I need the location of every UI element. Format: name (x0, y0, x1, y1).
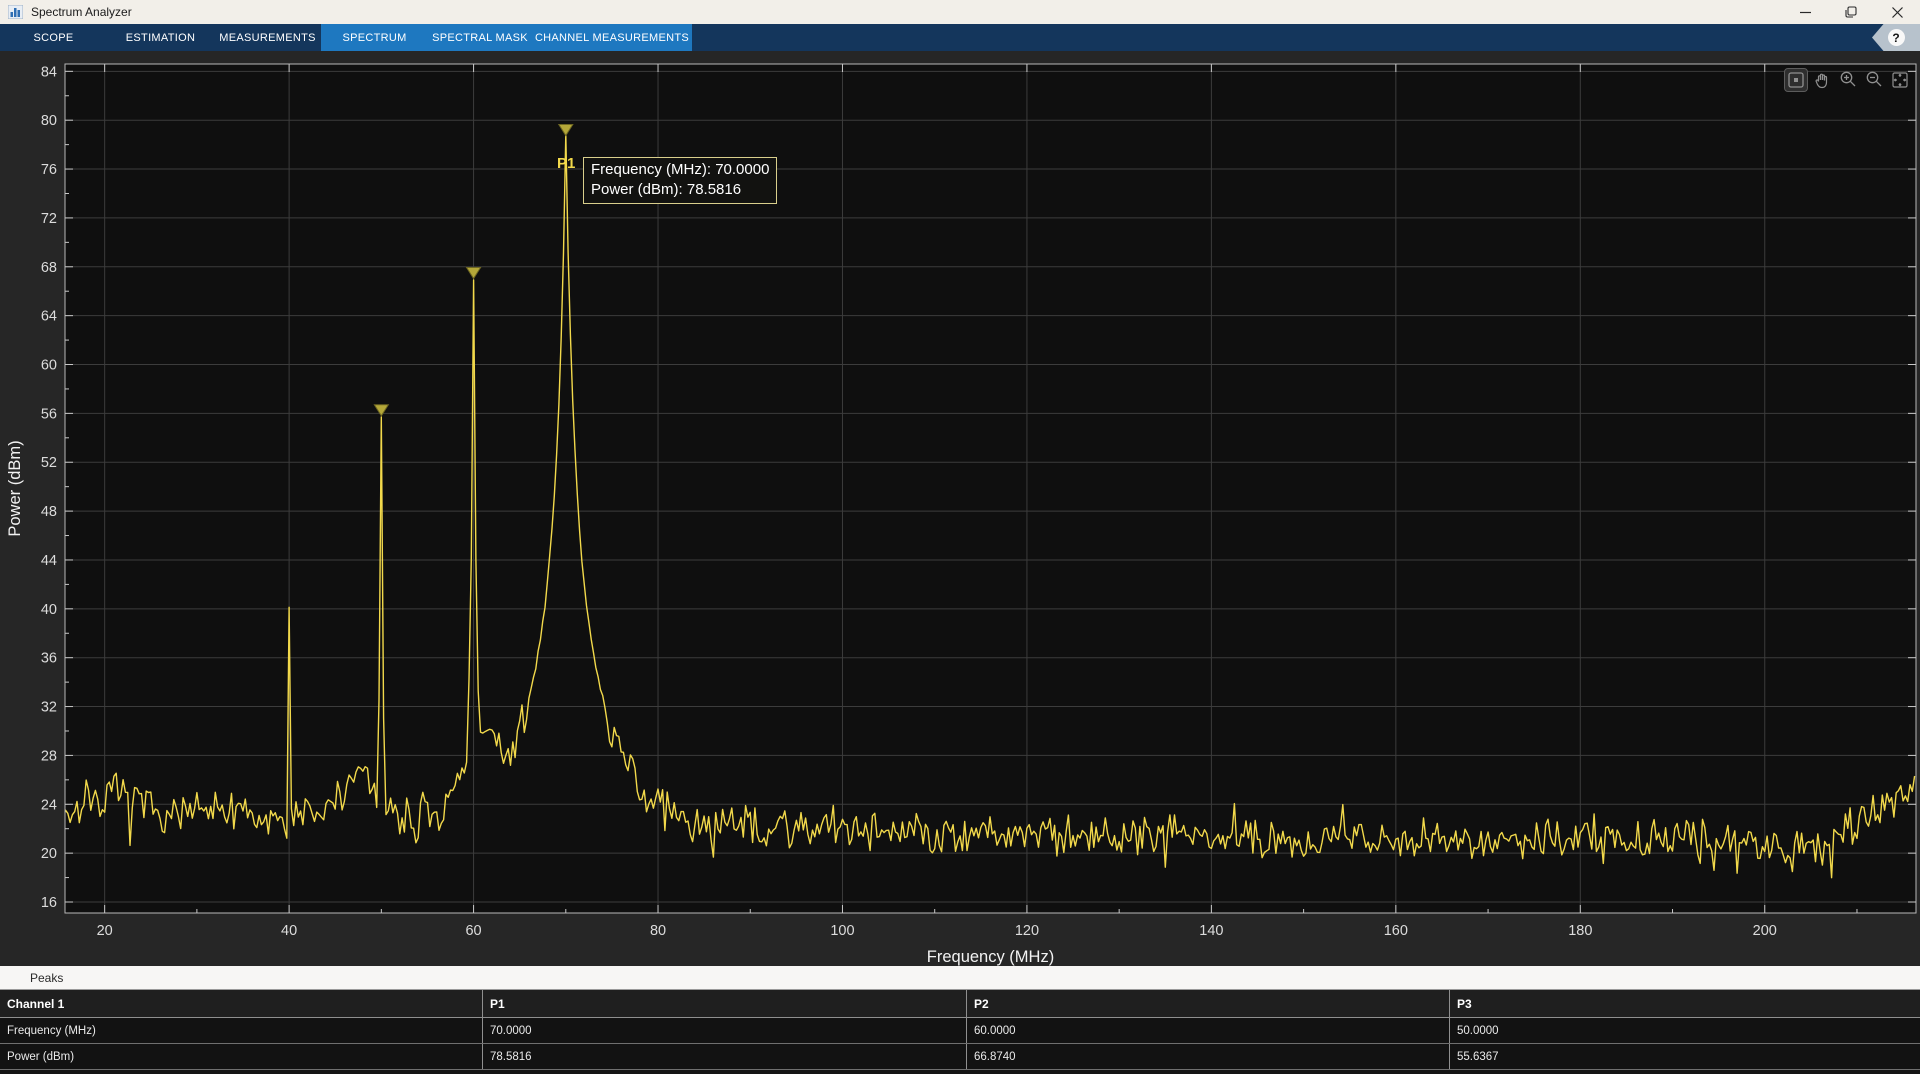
zoom-in-icon[interactable] (1837, 69, 1859, 91)
minimize-button[interactable] (1782, 0, 1828, 24)
svg-text:56: 56 (41, 406, 57, 422)
svg-text:20: 20 (41, 846, 57, 862)
spectrum-axes[interactable]: 16 20 24 28 32 36 40 44 48 52 56 60 64 68 72 76 80 84 20 40… (0, 51, 1920, 966)
help-button[interactable]: ? (1872, 24, 1920, 51)
svg-text:84: 84 (41, 64, 57, 80)
svg-text:120: 120 (1015, 923, 1039, 939)
help-icon: ? (1888, 29, 1905, 46)
pan-icon[interactable] (1811, 69, 1833, 91)
peaks-panel-title: Peaks (30, 971, 63, 985)
peaks-table-header-row: Channel 1 P1 P2 P3 (0, 990, 1920, 1018)
svg-text:40: 40 (41, 602, 57, 618)
y-axis-label: Power (dBm) (6, 440, 24, 536)
peaks-header-p3: P3 (1450, 990, 1920, 1017)
peaks-header-channel: Channel 1 (0, 990, 483, 1017)
peaks-row-label: Power (dBm) (0, 1044, 483, 1069)
cursor-label-p1: P1 (557, 155, 575, 172)
svg-text:28: 28 (41, 748, 57, 764)
svg-text:24: 24 (41, 797, 57, 813)
peaks-power-p1: 78.5816 (483, 1044, 967, 1069)
peaks-table: Channel 1 P1 P2 P3 Frequency (MHz) 70.00… (0, 990, 1920, 1074)
svg-text:140: 140 (1199, 923, 1223, 939)
plot-background[interactable] (65, 64, 1916, 913)
svg-text:64: 64 (41, 309, 57, 325)
svg-text:72: 72 (41, 211, 57, 227)
cursor-tooltip-power: Power (dBm): 78.5816 (591, 180, 769, 200)
tab-spectral-mask[interactable]: SPECTRAL MASK (428, 24, 532, 51)
svg-text:80: 80 (41, 113, 57, 129)
svg-text:52: 52 (41, 455, 57, 471)
x-axis-label: Frequency (MHz) (927, 948, 1054, 966)
peaks-header-p2: P2 (967, 990, 1450, 1017)
app-icon (8, 5, 23, 19)
svg-text:68: 68 (41, 260, 57, 276)
zoom-out-icon[interactable] (1863, 69, 1885, 91)
svg-text:40: 40 (281, 923, 297, 939)
peaks-power-p3: 55.6367 (1450, 1044, 1920, 1069)
tab-channel-measurements[interactable]: CHANNEL MEASUREMENTS (532, 24, 692, 51)
peaks-row-frequency: Frequency (MHz) 70.0000 60.0000 50.0000 (0, 1018, 1920, 1044)
svg-text:200: 200 (1753, 923, 1777, 939)
svg-text:48: 48 (41, 504, 57, 520)
svg-text:20: 20 (97, 923, 113, 939)
close-button[interactable] (1874, 0, 1920, 24)
fit-to-view-icon[interactable] (1889, 69, 1911, 91)
tab-spectrum[interactable]: SPECTRUM (321, 24, 428, 51)
tab-estimation[interactable]: ESTIMATION (107, 24, 214, 51)
peaks-row-power: Power (dBm) 78.5816 66.8740 55.6367 (0, 1044, 1920, 1070)
cursor-tooltip[interactable]: Frequency (MHz): 70.0000 Power (dBm): 78… (583, 157, 777, 204)
svg-text:100: 100 (830, 923, 854, 939)
tab-scope[interactable]: SCOPE (0, 24, 107, 51)
svg-text:160: 160 (1384, 923, 1408, 939)
tab-measurements[interactable]: MEASUREMENTS (214, 24, 321, 51)
peaks-frequency-p1: 70.0000 (483, 1018, 967, 1043)
peaks-frequency-p3: 50.0000 (1450, 1018, 1920, 1043)
peaks-power-p2: 66.8740 (967, 1044, 1450, 1069)
svg-text:60: 60 (41, 358, 57, 374)
titlebar: Spectrum Analyzer (0, 0, 1920, 24)
svg-text:16: 16 (41, 895, 57, 911)
svg-text:76: 76 (41, 162, 57, 178)
svg-text:32: 32 (41, 700, 57, 716)
peaks-panel-header: Peaks (0, 966, 1920, 990)
peaks-row-label: Frequency (MHz) (0, 1018, 483, 1043)
restore-view-icon[interactable] (1785, 69, 1807, 91)
cursor-tooltip-frequency: Frequency (MHz): 70.0000 (591, 160, 769, 180)
window-title: Spectrum Analyzer (31, 5, 132, 19)
toolstrip: SCOPE ESTIMATION MEASUREMENTS SPECTRUM S… (0, 24, 1920, 51)
svg-text:80: 80 (650, 923, 666, 939)
svg-text:36: 36 (41, 651, 57, 667)
svg-text:180: 180 (1568, 923, 1592, 939)
svg-text:44: 44 (41, 553, 57, 569)
spectrum-plot[interactable]: 16 20 24 28 32 36 40 44 48 52 56 60 64 68 72 76 80 84 20 40… (0, 51, 1920, 966)
restore-button[interactable] (1828, 0, 1874, 24)
peaks-frequency-p2: 60.0000 (967, 1018, 1450, 1043)
svg-text:60: 60 (465, 923, 481, 939)
plot-hover-toolbar (1785, 69, 1911, 91)
spectrum-analyzer-window: Spectrum Analyzer SCOPE EST (0, 0, 1920, 1074)
peaks-header-p1: P1 (483, 990, 967, 1017)
